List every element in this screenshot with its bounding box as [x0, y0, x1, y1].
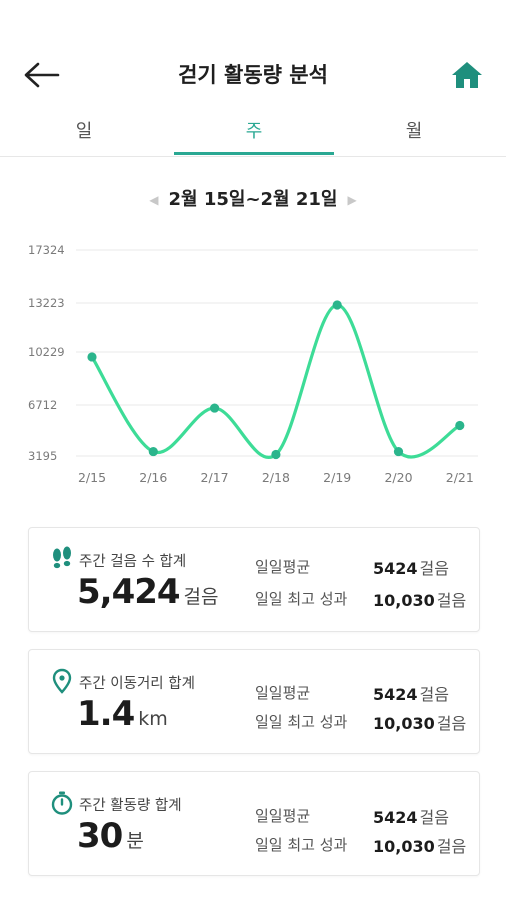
y-tick-label: 17324 — [28, 243, 65, 257]
date-range-selector: ◀ 2월 15일~2월 21일 ▶ — [0, 185, 506, 211]
footprints-icon — [53, 546, 71, 569]
data-point — [393, 446, 404, 457]
x-tick-label: 2/15 — [78, 470, 106, 485]
date-range-label: 2월 15일~2월 21일 — [168, 189, 338, 210]
x-tick-label: 2/19 — [323, 470, 351, 485]
weekly-steps-label: 주간 걸음 수 합계 — [79, 554, 187, 570]
weekly-distance-total: 1.4 km — [77, 694, 168, 734]
daily-average-label: 일일평균 — [255, 558, 311, 576]
daily-best-label: 일일 최고 성과 — [255, 590, 348, 608]
active-tab-indicator — [174, 152, 334, 155]
daily-best-label: 일일 최고 성과 — [255, 713, 348, 731]
app-header: 걷기 활동량 분석 — [0, 45, 506, 105]
y-tick-label: 6712 — [28, 398, 57, 412]
daily-best-label: 일일 최고 성과 — [255, 836, 348, 854]
prev-week-icon[interactable]: ◀ — [149, 193, 159, 207]
weekly-distance-label: 주간 이동거리 합계 — [79, 676, 195, 692]
arrow-left-icon — [24, 62, 60, 88]
home-icon — [452, 62, 482, 88]
steps-line-chart: 17324 13223 10229 6712 3195 2/15 2/16 2/17 2/18 2… — [28, 243, 478, 485]
tab-month[interactable]: 월 — [405, 121, 423, 142]
series-line — [90, 303, 462, 459]
home-button[interactable] — [450, 59, 484, 91]
weekly-activity-unit: 분 — [126, 830, 144, 852]
weekly-distance-value: 1.4 — [77, 694, 135, 734]
data-point — [332, 300, 342, 310]
x-tick-label: 2/20 — [384, 470, 412, 485]
next-week-icon[interactable]: ▶ — [347, 193, 357, 207]
daily-best-value: 10,030 걸음 — [373, 837, 467, 856]
data-point — [148, 446, 158, 457]
x-tick-label: 2/16 — [139, 470, 167, 485]
weekly-distance-card: 주간 이동거리 합계 1.4 km 일일평균 5424 걸음 일일 최고 성과 10… — [28, 649, 480, 754]
location-pin-icon — [52, 668, 72, 694]
weekly-activity-total: 30 분 — [77, 816, 144, 856]
data-point — [210, 403, 220, 413]
back-button[interactable] — [22, 61, 62, 89]
y-tick-label: 13223 — [28, 296, 65, 310]
y-tick-label: 10229 — [28, 345, 65, 359]
weekly-activity-card: 주간 활동량 합계 30 분 일일평균 5424 걸음 일일 최고 성과 10,03… — [28, 771, 480, 876]
weekly-activity-label: 주간 활동량 합계 — [79, 798, 182, 814]
weekly-steps-card: 주간 걸음 수 합계 5,424 걸음 일일평균 5424 걸음 일일 최고 성과 … — [28, 527, 480, 632]
data-point — [271, 449, 281, 460]
daily-average-value: 5424 걸음 — [373, 559, 449, 578]
x-tick-label: 2/18 — [262, 470, 290, 485]
daily-average-value: 5424 걸음 — [373, 685, 449, 704]
weekly-steps-total: 5,424 걸음 — [77, 572, 219, 612]
period-tabs: 일 주 월 — [0, 112, 506, 157]
daily-best-value: 10,030 걸음 — [373, 591, 467, 610]
page-title: 걷기 활동량 분석 — [178, 63, 328, 87]
x-tick-label: 2/21 — [446, 470, 474, 485]
data-point — [455, 420, 465, 431]
y-tick-label: 3195 — [28, 449, 57, 463]
weekly-distance-unit: km — [138, 708, 168, 730]
weekly-steps-unit: 걸음 — [183, 586, 219, 608]
daily-average-label: 일일평균 — [255, 807, 311, 825]
tab-week[interactable]: 주 — [245, 121, 263, 142]
x-tick-label: 2/17 — [201, 470, 229, 485]
weekly-steps-value: 5,424 — [77, 572, 181, 612]
weekly-activity-value: 30 — [77, 816, 123, 856]
tab-day[interactable]: 일 — [75, 121, 93, 142]
data-point — [87, 352, 97, 362]
daily-average-label: 일일평균 — [255, 684, 311, 702]
daily-best-value: 10,030 걸음 — [373, 714, 467, 733]
daily-average-value: 5424 걸음 — [373, 808, 449, 827]
stopwatch-icon — [51, 791, 73, 815]
